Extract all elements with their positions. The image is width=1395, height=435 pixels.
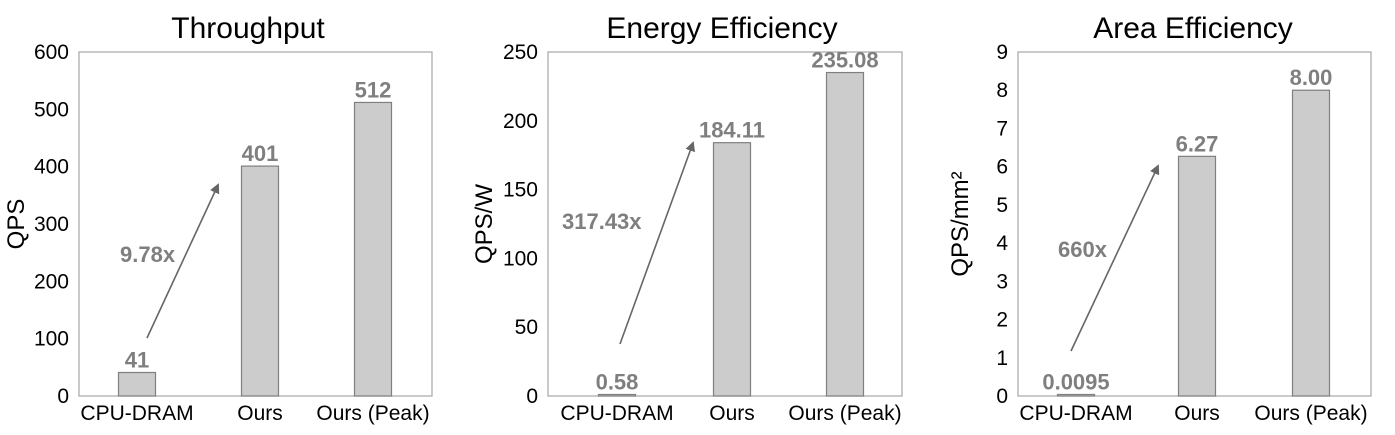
bar bbox=[825, 71, 865, 397]
bar bbox=[597, 393, 637, 397]
x-tick-label: Ours bbox=[237, 402, 283, 425]
data-label: 8.00 bbox=[1290, 65, 1333, 90]
speedup-annotation: 660x bbox=[1058, 237, 1108, 262]
bar bbox=[1177, 155, 1217, 397]
y-tick-label: 7 bbox=[996, 117, 1008, 140]
y-tick-label: 4 bbox=[996, 232, 1008, 255]
bar bbox=[712, 142, 752, 397]
y-tick-label: 5 bbox=[996, 194, 1008, 217]
bar bbox=[117, 371, 157, 397]
chart-title: Area Efficiency bbox=[1093, 12, 1293, 45]
data-label: 41 bbox=[125, 347, 149, 372]
data-label: 184.11 bbox=[699, 118, 765, 143]
x-tick-label: Ours bbox=[1174, 402, 1220, 425]
y-tick-label: 8 bbox=[996, 79, 1008, 102]
chart-title: Throughput bbox=[171, 12, 325, 45]
y-tick-label: 250 bbox=[503, 41, 538, 64]
speedup-annotation: 317.43x bbox=[562, 209, 642, 234]
chart-panel-1: Throughput 0 100 200 300 400 500 600 QPS 41 CPU-DR… bbox=[3, 12, 433, 425]
y-tick-label: 2 bbox=[996, 309, 1008, 332]
y-tick-label: 300 bbox=[34, 213, 69, 236]
y-tick-label: 9 bbox=[996, 41, 1008, 64]
bar bbox=[353, 101, 393, 397]
x-tick-label: Ours (Peak) bbox=[1254, 402, 1367, 425]
chart-panel-2: Energy Efficiency 0 50 100 150 200 250 QPS/W 0.5… bbox=[471, 12, 903, 425]
bar bbox=[1291, 89, 1331, 397]
x-tick-label: CPU-DRAM bbox=[560, 402, 673, 425]
speedup-annotation: 9.78x bbox=[120, 242, 176, 267]
x-tick-label: Ours (Peak) bbox=[316, 402, 429, 425]
speedup-arrow bbox=[1070, 164, 1160, 352]
data-label: 401 bbox=[242, 141, 279, 166]
y-tick-label: 0 bbox=[526, 385, 538, 408]
chart-title: Energy Efficiency bbox=[606, 12, 837, 45]
y-tick-label: 3 bbox=[996, 270, 1008, 293]
y-tick-label: 200 bbox=[503, 110, 538, 133]
y-axis-label: QPS bbox=[3, 199, 30, 250]
y-tick-label: 0 bbox=[996, 385, 1008, 408]
x-tick-label: CPU-DRAM bbox=[80, 402, 193, 425]
y-tick-label: 600 bbox=[34, 41, 69, 64]
y-tick-label: 400 bbox=[34, 156, 69, 179]
y-tick-label: 100 bbox=[503, 247, 538, 270]
bar bbox=[240, 165, 280, 397]
y-tick-label: 500 bbox=[34, 98, 69, 121]
x-tick-label: Ours (Peak) bbox=[788, 402, 901, 425]
data-label: 0.0095 bbox=[1042, 370, 1109, 395]
y-axis-label: QPS/mm² bbox=[947, 171, 974, 276]
y-tick-label: 50 bbox=[515, 316, 538, 339]
y-tick-label: 200 bbox=[34, 270, 69, 293]
speedup-arrow bbox=[146, 183, 220, 339]
y-tick-label: 100 bbox=[34, 328, 69, 351]
data-label: 6.27 bbox=[1176, 131, 1219, 156]
x-tick-label: Ours bbox=[709, 402, 755, 425]
y-tick-label: 6 bbox=[996, 156, 1008, 179]
y-tick-label: 0 bbox=[57, 385, 69, 408]
chart-panel-3: Area Efficiency 0 1 2 3 4 5 6 7 8 9 QPS/mm² 0.0095 CP… bbox=[947, 12, 1372, 425]
speedup-arrow bbox=[619, 141, 695, 345]
x-tick-label: CPU-DRAM bbox=[1019, 402, 1132, 425]
bar bbox=[1056, 393, 1096, 397]
y-tick-label: 1 bbox=[996, 347, 1008, 370]
y-tick-label: 150 bbox=[503, 179, 538, 202]
data-label: 235.08 bbox=[811, 48, 878, 73]
data-label: 0.58 bbox=[596, 370, 639, 395]
y-axis-label: QPS/W bbox=[471, 184, 498, 264]
data-label: 512 bbox=[355, 77, 392, 102]
